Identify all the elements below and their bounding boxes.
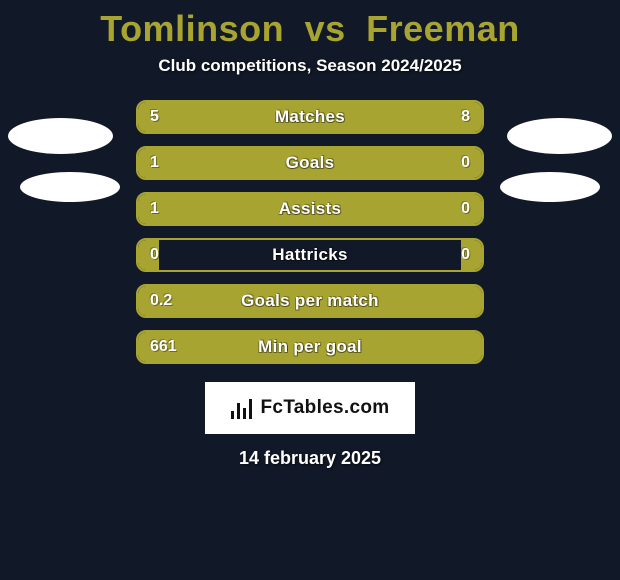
title-vs: vs	[305, 8, 346, 49]
title-player1: Tomlinson	[100, 8, 284, 49]
page-title: Tomlinson vs Freeman	[0, 8, 620, 50]
subtitle: Club competitions, Season 2024/2025	[0, 56, 620, 76]
stat-label: Goals per match	[138, 291, 482, 311]
date-label: 14 february 2025	[0, 448, 620, 469]
branding-badge: FcTables.com	[205, 382, 415, 434]
stat-row: 58Matches	[136, 100, 484, 134]
avatar-placeholder-left-1	[8, 118, 113, 154]
stat-row: 0.2Goals per match	[136, 284, 484, 318]
stat-row: 10Goals	[136, 146, 484, 180]
branding-prefix: Fc	[261, 397, 284, 418]
stat-row: 661Min per goal	[136, 330, 484, 364]
comparison-infographic: Tomlinson vs Freeman Club competitions, …	[0, 0, 620, 580]
bar-chart-icon	[231, 397, 253, 419]
stat-label: Goals	[138, 153, 482, 173]
branding-suffix: Tables.com	[283, 397, 389, 418]
stat-row: 00Hattricks	[136, 238, 484, 272]
stat-row: 10Assists	[136, 192, 484, 226]
stat-label: Matches	[138, 107, 482, 127]
avatar-placeholder-left-2	[20, 172, 120, 202]
stat-label: Min per goal	[138, 337, 482, 357]
stats-rows: 58Matches 10Goals 10Assists 00Hattricks 0.2G…	[0, 100, 620, 364]
avatar-placeholder-right-1	[507, 118, 612, 154]
title-player2: Freeman	[366, 8, 520, 49]
stat-label: Hattricks	[138, 245, 482, 265]
avatar-placeholder-right-2	[500, 172, 600, 202]
branding-text: FcTables.com	[261, 397, 390, 419]
stat-label: Assists	[138, 199, 482, 219]
